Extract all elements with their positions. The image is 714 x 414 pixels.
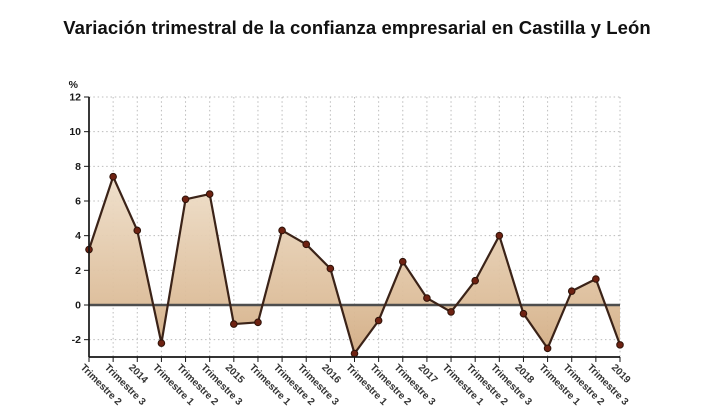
y-axis-label: 0 — [75, 300, 81, 312]
data-point-marker — [254, 318, 262, 327]
y-axis-label: 8 — [75, 161, 81, 173]
data-point-marker — [567, 287, 576, 295]
data-point-marker — [157, 339, 166, 347]
data-point-marker — [109, 172, 117, 181]
y-axis-label: 2 — [75, 265, 81, 277]
y-axis-label: -2 — [72, 334, 81, 346]
data-point-marker — [181, 195, 190, 204]
data-point-marker — [543, 344, 552, 353]
data-point-marker — [423, 294, 431, 302]
data-point-marker — [495, 231, 504, 240]
data-point-marker — [447, 308, 455, 316]
data-point-marker — [374, 316, 383, 325]
data-point-marker — [471, 276, 479, 285]
data-point-marker — [230, 320, 238, 328]
data-point-marker — [326, 264, 335, 273]
data-point-marker — [350, 349, 359, 358]
y-axis-label: 10 — [69, 126, 81, 138]
y-axis-label: 4 — [75, 230, 81, 242]
chart-title: Variación trimestral de la confianza emp… — [63, 17, 651, 38]
data-point-marker — [278, 226, 286, 235]
data-point-marker — [616, 341, 624, 349]
data-point-marker — [398, 257, 407, 266]
y-axis-unit-label: % — [69, 79, 79, 91]
data-point-marker — [519, 309, 528, 318]
data-point-marker — [592, 275, 600, 283]
data-point-marker — [302, 240, 311, 249]
data-point-marker — [205, 190, 214, 198]
area-fill — [89, 176, 620, 354]
y-axis-label: 6 — [75, 196, 81, 208]
data-point-marker — [133, 226, 142, 235]
y-axis-label: 12 — [69, 92, 81, 104]
